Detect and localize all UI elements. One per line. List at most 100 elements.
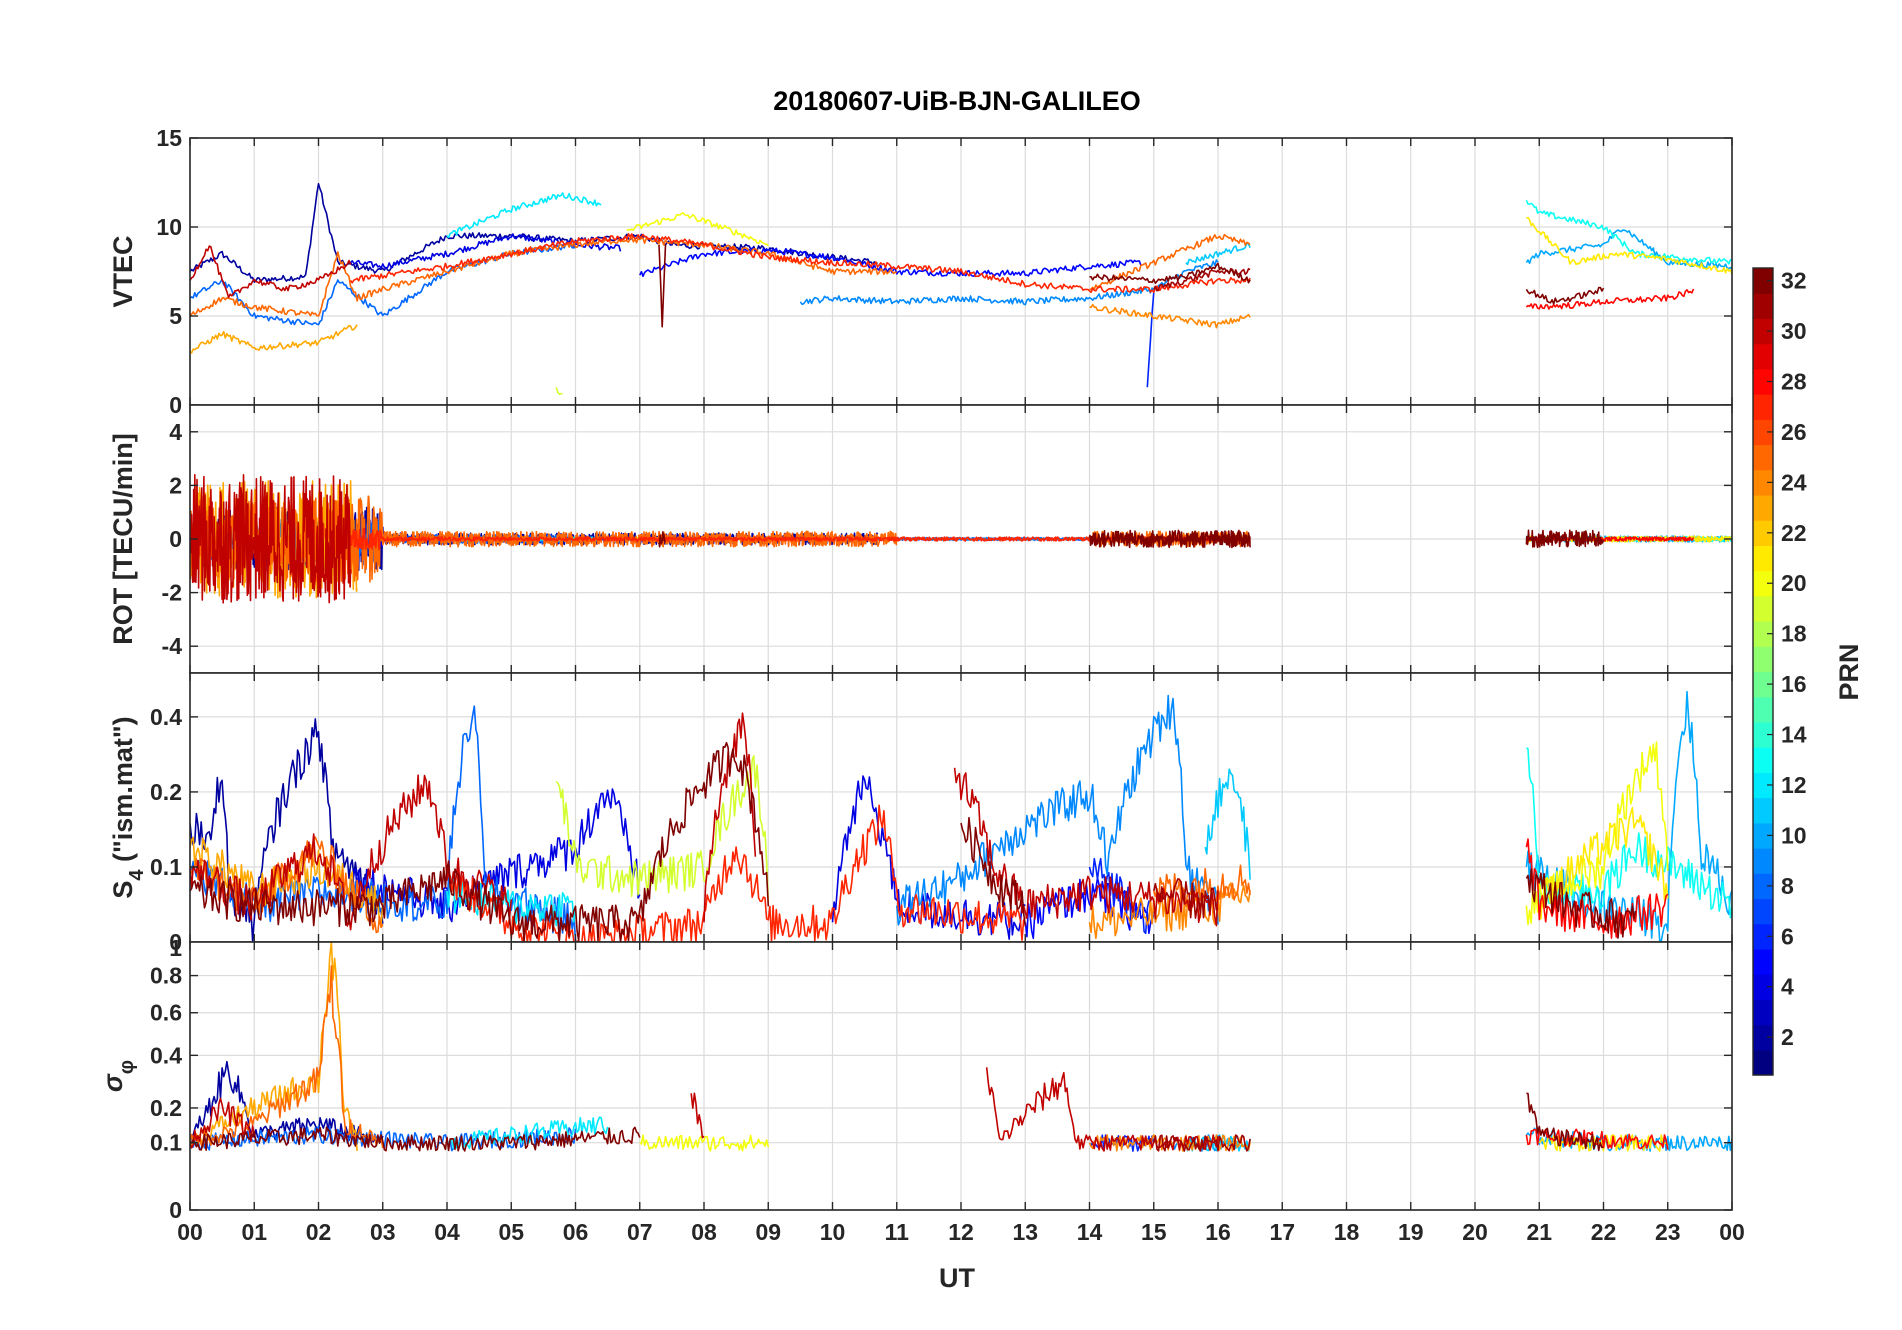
sigma-series-prn-25 — [190, 965, 384, 1149]
colorbar-swatch — [1753, 646, 1773, 673]
vtec-series-prn-24 — [1089, 303, 1251, 329]
colorbar-tick-label: 24 — [1781, 469, 1807, 495]
s4-series-prn-32 — [960, 816, 1027, 927]
sigma-series-prn-32 — [190, 1126, 641, 1152]
s4-series-prn-9 — [896, 694, 1219, 926]
colorbar-swatch — [1753, 368, 1773, 395]
s4-series-prn-4 — [349, 788, 641, 923]
s4-series-prn-4 — [831, 775, 1026, 940]
vtec-series-prn-27 — [349, 233, 1251, 294]
sigma-y-tick-label: 0.8 — [150, 963, 182, 989]
sigma-y-tick-label: 0.4 — [150, 1042, 182, 1068]
x-tick-label: 17 — [1269, 1219, 1295, 1245]
rot-y-tick-label: -2 — [162, 580, 182, 606]
x-tick-label: 23 — [1655, 1219, 1681, 1245]
colorbar-swatch — [1753, 293, 1773, 319]
sigma-y-axis-label-sub: φ — [116, 1060, 138, 1074]
sigma-series-prn-32 — [1526, 1092, 1604, 1152]
vtec-series-prn-11 — [1185, 242, 1251, 266]
colorbar-swatch — [1753, 570, 1773, 597]
colorbar-swatch — [1753, 419, 1773, 446]
colorbar-swatch — [1753, 444, 1773, 471]
x-tick-label: 14 — [1077, 1219, 1103, 1245]
s4-series-prn-20 — [1525, 741, 1669, 926]
rot-series-prn-30 — [190, 473, 352, 604]
vtec-series-prn-28 — [1525, 288, 1695, 310]
rot-series-prn-28 — [1525, 536, 1695, 542]
colorbar-swatch — [1753, 343, 1773, 370]
colorbar-swatch — [1753, 747, 1773, 773]
vtec-series-prn-4 — [350, 233, 622, 270]
vtec-series-prn-2 — [190, 183, 878, 283]
x-tick-label: 16 — [1205, 1219, 1231, 1245]
s4-series-prn-30 — [703, 712, 757, 923]
colorbar-swatch — [1753, 822, 1773, 849]
vtec-y-axis-label: VTEC — [108, 235, 138, 307]
x-tick-label: 07 — [627, 1219, 653, 1245]
s4-grid — [189, 673, 1733, 942]
x-tick-label: 22 — [1591, 1219, 1617, 1245]
colorbar-tick-label: 20 — [1781, 570, 1807, 596]
rot-series-prn-32 — [658, 531, 667, 548]
colorbar-swatch — [1753, 873, 1773, 900]
colorbar-tick-label: 26 — [1781, 419, 1807, 445]
colorbar-swatch — [1753, 721, 1773, 748]
x-tick-label: 12 — [948, 1219, 974, 1245]
colorbar-swatch — [1753, 974, 1773, 1000]
colorbar-frame — [1752, 267, 1774, 1076]
x-tick-label: 01 — [241, 1219, 267, 1245]
colorbar-swatch — [1753, 898, 1773, 925]
vtec-series-prn-5 — [639, 247, 1142, 278]
x-axis-title: UT — [939, 1263, 975, 1293]
colorbar-tick-label: 4 — [1781, 974, 1794, 1000]
s4-series-group — [190, 690, 1732, 942]
s4-y-tick-label: 0.1 — [150, 854, 182, 880]
s4-series-prn-2 — [190, 718, 384, 942]
colorbar-swatch — [1753, 318, 1773, 345]
sigma-series-prn-28 — [1525, 1128, 1669, 1150]
panel-rot: -4 -2 0 2 4 ROT [TECU/min] — [108, 404, 1733, 674]
sigma-series-prn-30 — [985, 1067, 1219, 1152]
s4-y-axis-label-tail: ("ism.mat") — [108, 716, 138, 869]
rot-series-prn-25 — [190, 495, 898, 583]
x-tick-label: 20 — [1462, 1219, 1488, 1245]
panel-vtec: 0 5 10 15 VTEC — [108, 125, 1733, 418]
vtec-series-prn-20 — [626, 212, 769, 247]
vtec-series-prn-32 — [1089, 262, 1251, 285]
x-tick-label: 02 — [306, 1219, 332, 1245]
chart-title: 20180607-UiB-BJN-GALILEO — [773, 86, 1141, 116]
x-tick-label: 00 — [177, 1219, 203, 1245]
sigma-series-group — [190, 942, 1732, 1152]
vtec-series-prn-30 — [190, 245, 352, 299]
colorbar-swatch — [1753, 797, 1773, 824]
colorbar-swatch — [1753, 1024, 1773, 1051]
sigma-y-tick-label: 0.2 — [150, 1095, 182, 1121]
rot-y-tick-label: 0 — [169, 526, 182, 552]
sigma-y-tick-label: 0.1 — [150, 1130, 182, 1156]
sigma-y-axis-label-main: σ — [98, 1073, 128, 1092]
colorbar-tick-label: 6 — [1781, 923, 1794, 949]
vtec-series-group — [190, 183, 1732, 396]
panel-s4: 0.1 0.2 0.4 0 S4 ("ism.mat") — [108, 672, 1733, 955]
vtec-y-tick-label: 10 — [156, 214, 182, 240]
x-tick-label: 03 — [370, 1219, 396, 1245]
s4-series-prn-11 — [1204, 768, 1251, 880]
rot-series-group — [190, 473, 1732, 604]
vtec-series-prn-12 — [446, 192, 602, 239]
sigma-series-prn-31 — [1153, 1134, 1251, 1152]
colorbar-swatch — [1753, 948, 1773, 975]
rot-y-tick-label: -4 — [162, 633, 183, 659]
s4-series-prn-32 — [1525, 868, 1637, 939]
colorbar-tick-label: 18 — [1781, 621, 1807, 647]
s4-series-prn-24 — [1088, 882, 1251, 940]
sigma-series-prn-20 — [639, 1134, 770, 1152]
s4-y-axis-label: S4 ("ism.mat") — [108, 716, 148, 898]
s4-y-tick-label: 0.2 — [150, 779, 182, 805]
colorbar-tick-label: 14 — [1781, 722, 1807, 748]
colorbar-tick-label: 16 — [1781, 671, 1807, 697]
colorbar-tick-label: 30 — [1781, 318, 1807, 344]
sigma-y-tick-label-top: 1 — [169, 935, 182, 961]
